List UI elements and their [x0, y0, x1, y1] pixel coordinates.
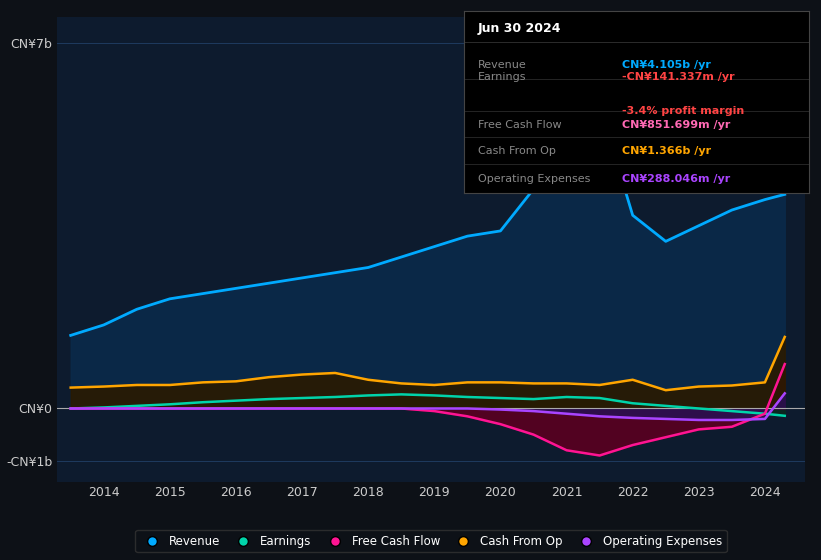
- Text: CN¥288.046m /yr: CN¥288.046m /yr: [622, 174, 731, 184]
- Text: CN¥1.366b /yr: CN¥1.366b /yr: [622, 146, 712, 156]
- Text: Free Cash Flow: Free Cash Flow: [478, 120, 562, 130]
- Text: Earnings: Earnings: [478, 72, 526, 82]
- Legend: Revenue, Earnings, Free Cash Flow, Cash From Op, Operating Expenses: Revenue, Earnings, Free Cash Flow, Cash …: [135, 530, 727, 552]
- Text: Revenue: Revenue: [478, 60, 526, 70]
- Text: -CN¥141.337m /yr: -CN¥141.337m /yr: [622, 72, 735, 82]
- Text: CN¥4.105b /yr: CN¥4.105b /yr: [622, 60, 711, 70]
- Text: CN¥851.699m /yr: CN¥851.699m /yr: [622, 120, 731, 130]
- Text: -3.4% profit margin: -3.4% profit margin: [622, 106, 745, 116]
- Text: Operating Expenses: Operating Expenses: [478, 174, 590, 184]
- Text: Jun 30 2024: Jun 30 2024: [478, 22, 562, 35]
- Text: Cash From Op: Cash From Op: [478, 146, 556, 156]
